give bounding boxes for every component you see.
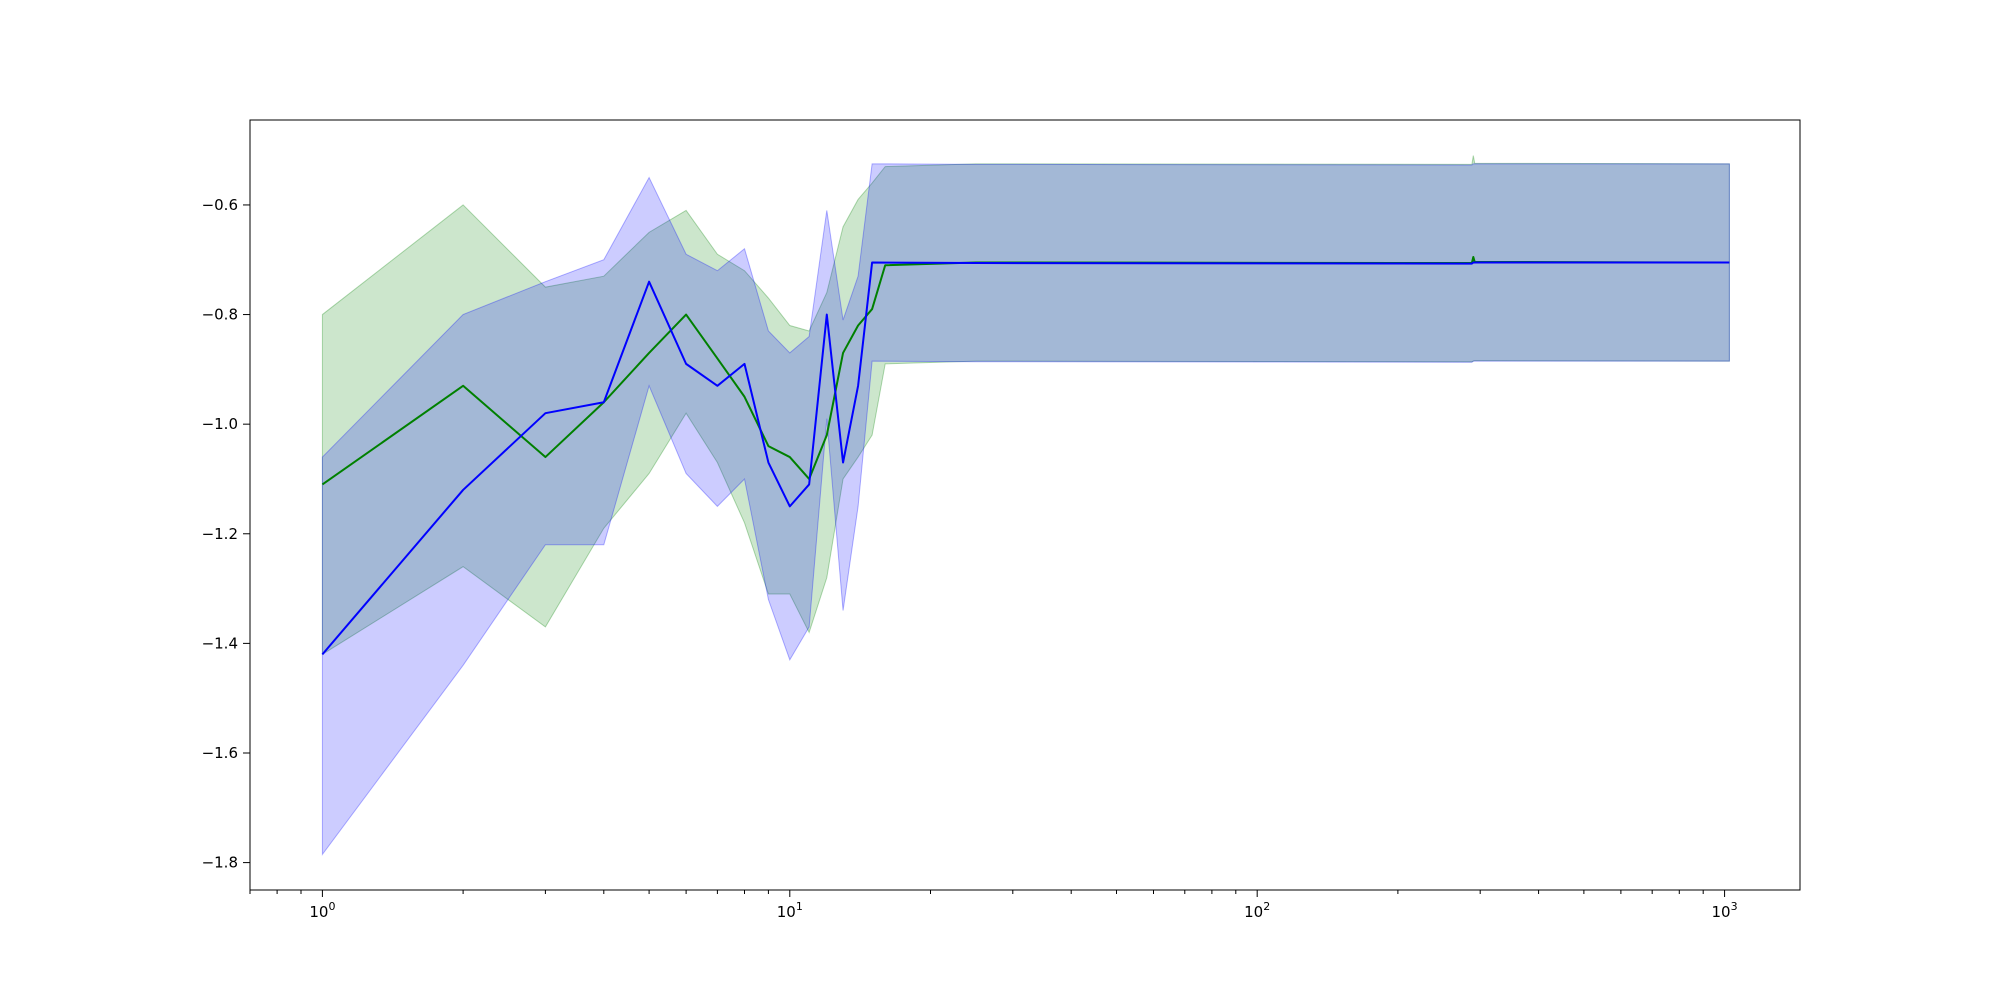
series-lines xyxy=(321,256,1730,655)
y-tick-label: −1.0 xyxy=(202,415,238,433)
x-tick-label: 100 xyxy=(309,900,335,921)
series-1-band xyxy=(321,155,1730,656)
y-tick-label: −0.8 xyxy=(202,306,238,324)
series-2-line xyxy=(321,261,1730,655)
y-tick-label: −0.6 xyxy=(202,196,238,214)
y-tick-label: −1.4 xyxy=(202,634,238,652)
y-tick-label: −1.8 xyxy=(202,854,238,872)
x-tick-label: 103 xyxy=(1712,900,1738,921)
x-axis: 100 101 102 103 xyxy=(249,890,1738,921)
plot-frame xyxy=(249,119,1801,891)
y-tick-label: −1.2 xyxy=(202,525,238,543)
x-tick-label: 102 xyxy=(1244,900,1270,921)
x-tick-label: 101 xyxy=(777,900,803,921)
y-axis: −0.6 −0.8 −1.0 −1.2 −1.4 −1.6 −1.8 xyxy=(202,196,250,872)
y-tick-label: −1.6 xyxy=(202,744,238,762)
